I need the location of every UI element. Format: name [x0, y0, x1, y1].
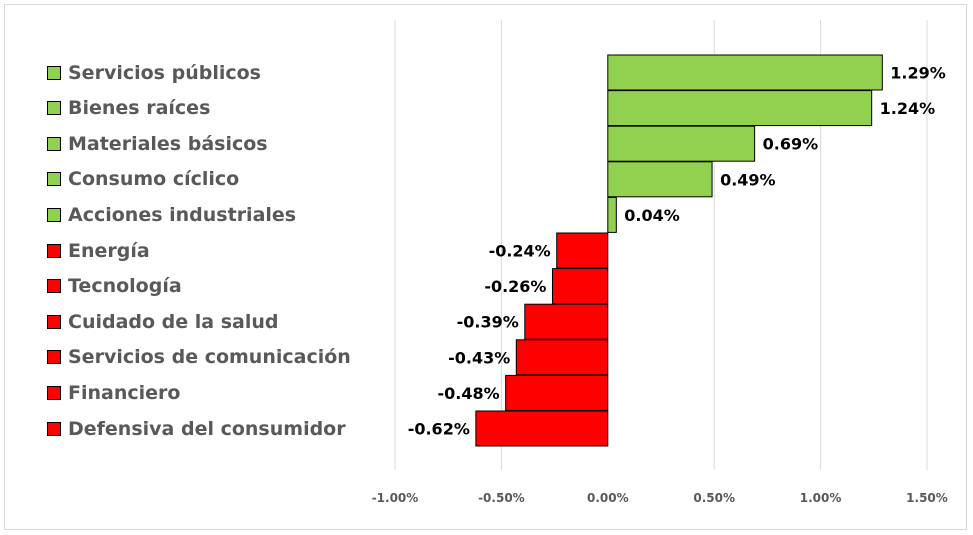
legend-item: Servicios de comunicación — [47, 345, 351, 369]
legend-item: Tecnología — [47, 274, 182, 298]
x-tick-label: -0.50% — [478, 491, 525, 505]
legend-item: Servicios públicos — [47, 61, 261, 85]
legend-swatch — [47, 243, 61, 258]
x-tick-label: 0.50% — [693, 491, 735, 505]
legend-label: Materiales básicos — [68, 132, 268, 155]
x-tick-label: 0.00% — [587, 491, 629, 505]
legend-label: Tecnología — [68, 275, 182, 298]
legend-label: Consumo cíclico — [68, 168, 240, 191]
data-label: -0.24% — [489, 242, 551, 261]
bar — [556, 232, 609, 269]
x-tick-label: -1.00% — [372, 491, 419, 505]
bar — [607, 90, 873, 127]
bar — [505, 374, 609, 411]
legend-item: Energía — [47, 239, 150, 263]
data-label: -0.48% — [437, 384, 499, 403]
legend-label: Servicios de comunicación — [68, 346, 351, 369]
legend-swatch — [47, 385, 61, 400]
bar — [551, 268, 609, 305]
legend-item: Defensiva del consumidor — [47, 417, 346, 441]
legend-item: Acciones industriales — [47, 203, 296, 227]
bar — [524, 303, 609, 340]
legend-label: Bienes raíces — [68, 97, 211, 120]
legend-swatch — [47, 421, 61, 436]
legend-item: Materiales básicos — [47, 132, 268, 156]
data-label: -0.26% — [484, 277, 546, 296]
legend-item: Cuidado de la salud — [47, 310, 279, 334]
legend-label: Defensiva del consumidor — [68, 417, 346, 440]
legend-swatch — [47, 314, 61, 329]
x-tick-label: 1.50% — [906, 491, 948, 505]
data-label: 1.24% — [880, 99, 936, 118]
data-label: 0.69% — [763, 135, 819, 154]
data-label: -0.39% — [457, 313, 519, 332]
data-label: 0.04% — [624, 206, 680, 225]
legend-label: Financiero — [68, 381, 181, 404]
data-label: -0.43% — [448, 348, 510, 367]
data-label: 0.49% — [720, 170, 776, 189]
legend-swatch — [47, 350, 61, 365]
legend-swatch — [47, 136, 61, 151]
legend-swatch — [47, 65, 61, 80]
legend-label: Energía — [68, 239, 150, 262]
bar — [475, 410, 609, 447]
legend-item: Consumo cíclico — [47, 167, 239, 191]
data-label: -0.62% — [408, 420, 470, 439]
legend-label: Cuidado de la salud — [68, 310, 279, 333]
legend-swatch — [47, 172, 61, 187]
legend-swatch — [47, 207, 61, 222]
legend-label: Acciones industriales — [68, 203, 297, 226]
bar — [515, 339, 609, 376]
legend-item: Financiero — [47, 381, 180, 405]
legend-item: Bienes raíces — [47, 96, 210, 120]
x-tick-label: 1.00% — [800, 491, 842, 505]
legend-label: Servicios públicos — [68, 61, 261, 84]
bar — [607, 196, 617, 233]
data-label: 1.29% — [890, 64, 946, 83]
bar — [607, 125, 756, 162]
legend-swatch — [47, 101, 61, 116]
bar — [607, 54, 883, 91]
bar — [607, 161, 713, 198]
legend-swatch — [47, 279, 61, 294]
